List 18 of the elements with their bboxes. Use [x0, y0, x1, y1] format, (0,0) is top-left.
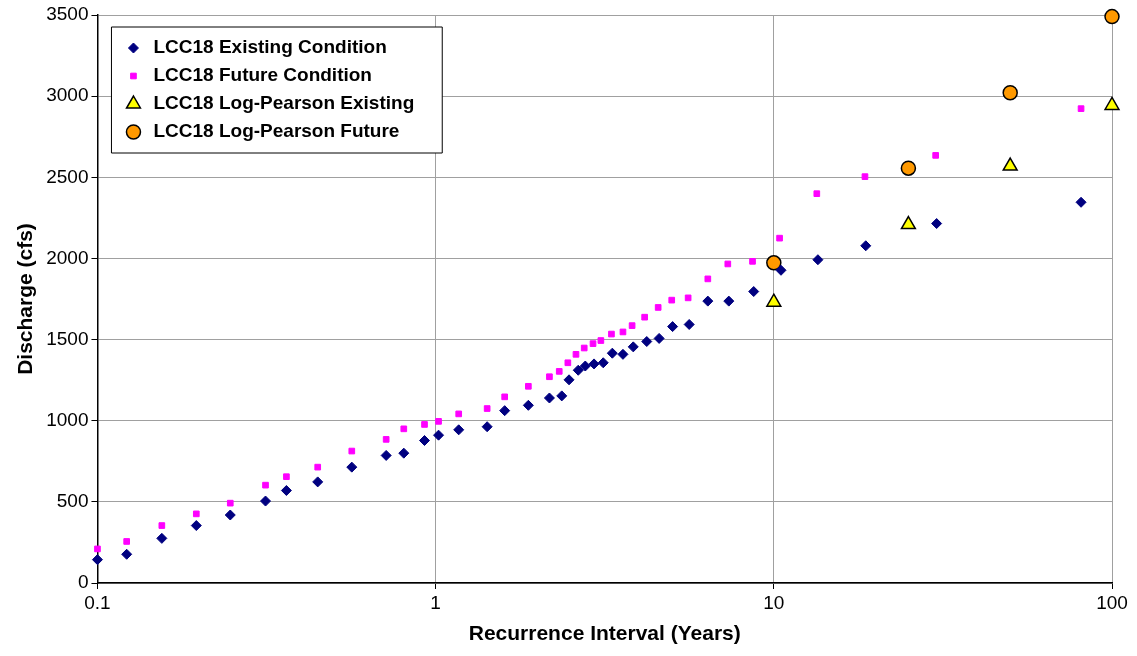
x-tick-label: 100	[1096, 591, 1128, 613]
x-tick-label: 10	[763, 591, 785, 613]
y-tick-label: 1500	[46, 327, 89, 349]
y-tick-label: 2500	[46, 165, 89, 187]
legend-label: LCC18 Existing Condition	[153, 36, 387, 58]
legend-label: LCC18 Future Condition	[153, 64, 372, 86]
y-tick-label: 2000	[46, 246, 89, 268]
x-axis-title: Recurrence Interval (Years)	[468, 621, 741, 645]
legend-label: LCC18 Log-Pearson Future	[153, 120, 400, 142]
x-tick-label: 0.1	[84, 591, 111, 613]
y-tick-label: 1000	[46, 408, 89, 430]
legend-label: LCC18 Log-Pearson Existing	[153, 92, 415, 114]
x-tick-label: 1	[430, 591, 441, 613]
y-tick-label: 0	[77, 571, 89, 593]
y-tick-label: 3500	[46, 3, 89, 25]
y-tick-label: 3000	[46, 84, 89, 106]
y-tick-label: 500	[56, 490, 89, 512]
y-axis-title: Discharge (cfs)	[13, 223, 37, 375]
